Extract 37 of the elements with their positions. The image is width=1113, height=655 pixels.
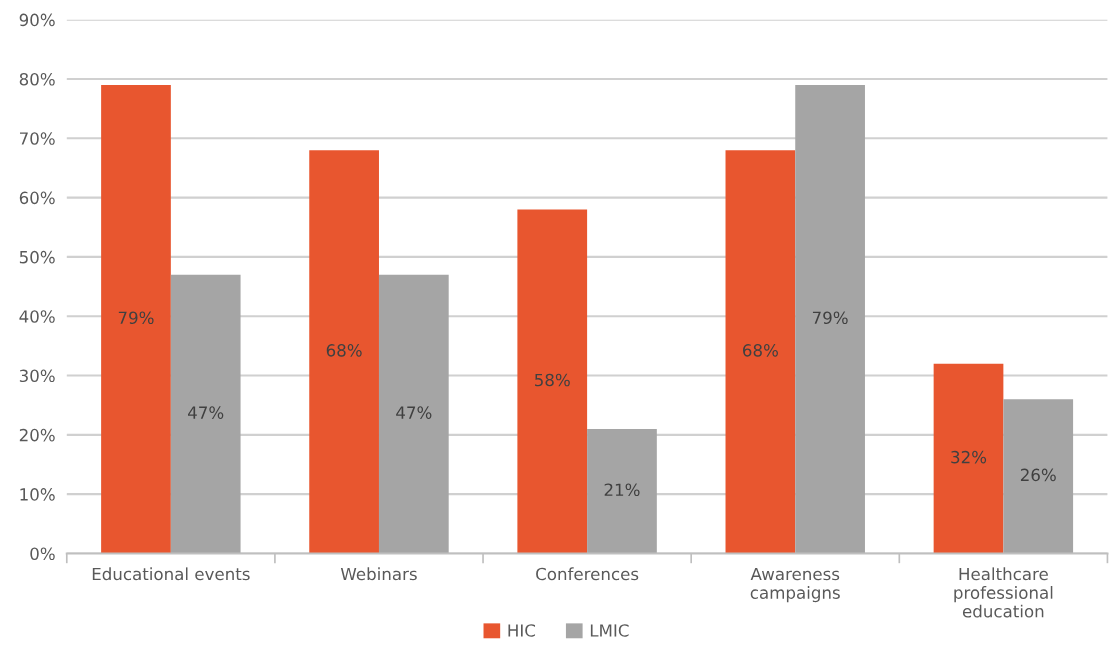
data-label: 21% — [604, 483, 640, 497]
y-tick-label: 90% — [19, 13, 55, 27]
legend-label: HIC — [508, 624, 536, 637]
y-tick-label: 20% — [19, 428, 55, 442]
bar — [1003, 399, 1074, 554]
data-label: 32% — [951, 450, 987, 464]
bar — [725, 150, 796, 554]
y-tick-label: 10% — [20, 488, 55, 501]
x-tick-label: Educational events — [92, 567, 250, 581]
legend-label: LMIC — [590, 624, 629, 637]
bar — [587, 428, 657, 554]
x-tick-label: Conferences — [536, 567, 639, 581]
data-label: 47% — [188, 406, 224, 419]
y-tick-label: 80% — [19, 72, 55, 86]
data-label: 68% — [743, 344, 778, 357]
data-label: 79% — [118, 311, 154, 325]
data-label: 68% — [326, 344, 362, 357]
bar — [378, 274, 449, 554]
data-label: 79% — [812, 311, 848, 325]
bar — [309, 150, 379, 554]
bar — [170, 274, 241, 554]
x-tick-label: Awareness campaigns — [750, 567, 840, 603]
data-label: 47% — [396, 406, 432, 419]
bar — [101, 84, 171, 554]
bar — [795, 84, 865, 554]
y-tick-label: 40% — [19, 310, 55, 323]
x-tick-label: Webinars — [340, 567, 417, 581]
bar — [933, 363, 1004, 554]
data-label: 26% — [1020, 468, 1056, 482]
y-tick-label: 0% — [30, 547, 55, 561]
y-tick-label: 30% — [19, 369, 55, 383]
bar — [517, 209, 588, 554]
y-tick-label: 50% — [19, 250, 55, 264]
y-tick-label: 70% — [19, 132, 55, 145]
y-tick-label: 60% — [19, 191, 55, 205]
x-tick-label: Healthcare professional education — [954, 567, 1053, 618]
data-label: 58% — [535, 373, 570, 387]
